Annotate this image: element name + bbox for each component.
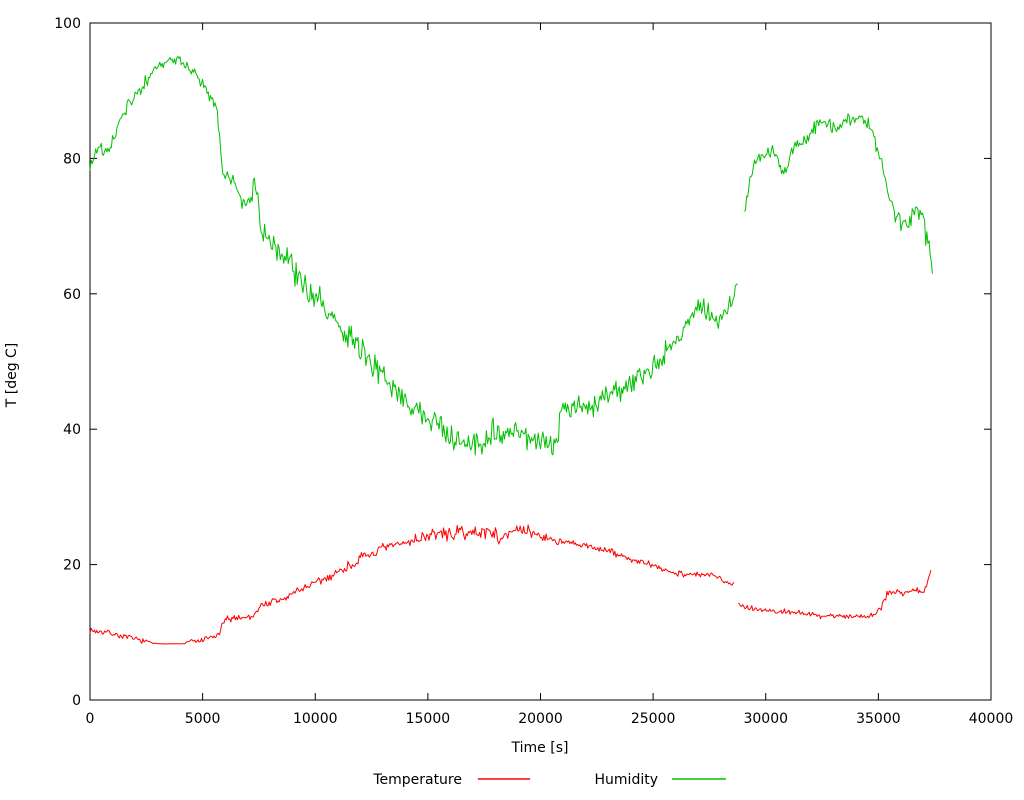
y-tick-label: 80 bbox=[63, 151, 81, 167]
x-tick-label: 0 bbox=[86, 711, 95, 727]
series-humidity-curve bbox=[744, 113, 933, 274]
y-tick-label: 0 bbox=[72, 693, 81, 709]
x-tick-label: 40000 bbox=[969, 711, 1014, 727]
x-tick-label: 25000 bbox=[631, 711, 676, 727]
y-axis-title: T [deg C] bbox=[4, 343, 20, 409]
plot-border bbox=[89, 22, 992, 701]
series-temperature-curve bbox=[738, 569, 932, 620]
y-tick-label: 100 bbox=[54, 16, 81, 32]
series-layer bbox=[89, 55, 933, 645]
series-temperature-curve bbox=[89, 524, 735, 645]
legend-label-humidity: Humidity bbox=[595, 772, 658, 788]
x-tick-label: 30000 bbox=[743, 711, 788, 727]
y-tick-label: 60 bbox=[63, 287, 81, 303]
x-tick-label: 10000 bbox=[293, 711, 338, 727]
series-humidity-curve bbox=[89, 55, 738, 456]
y-tick-label: 40 bbox=[63, 422, 81, 438]
legend-label-temperature: Temperature bbox=[372, 772, 462, 788]
y-tick-label: 20 bbox=[63, 558, 81, 574]
x-tick-label: 35000 bbox=[856, 711, 901, 727]
x-axis-title: Time [s] bbox=[511, 740, 569, 756]
x-tick-label: 20000 bbox=[518, 711, 563, 727]
x-tick-label: 5000 bbox=[185, 711, 221, 727]
x-tick-label: 15000 bbox=[406, 711, 451, 727]
legend: Temperature Humidity bbox=[372, 772, 726, 788]
plot-frame: 0 5000 10000 15000 20000 25000 30000 35000 40000… bbox=[54, 16, 1013, 727]
